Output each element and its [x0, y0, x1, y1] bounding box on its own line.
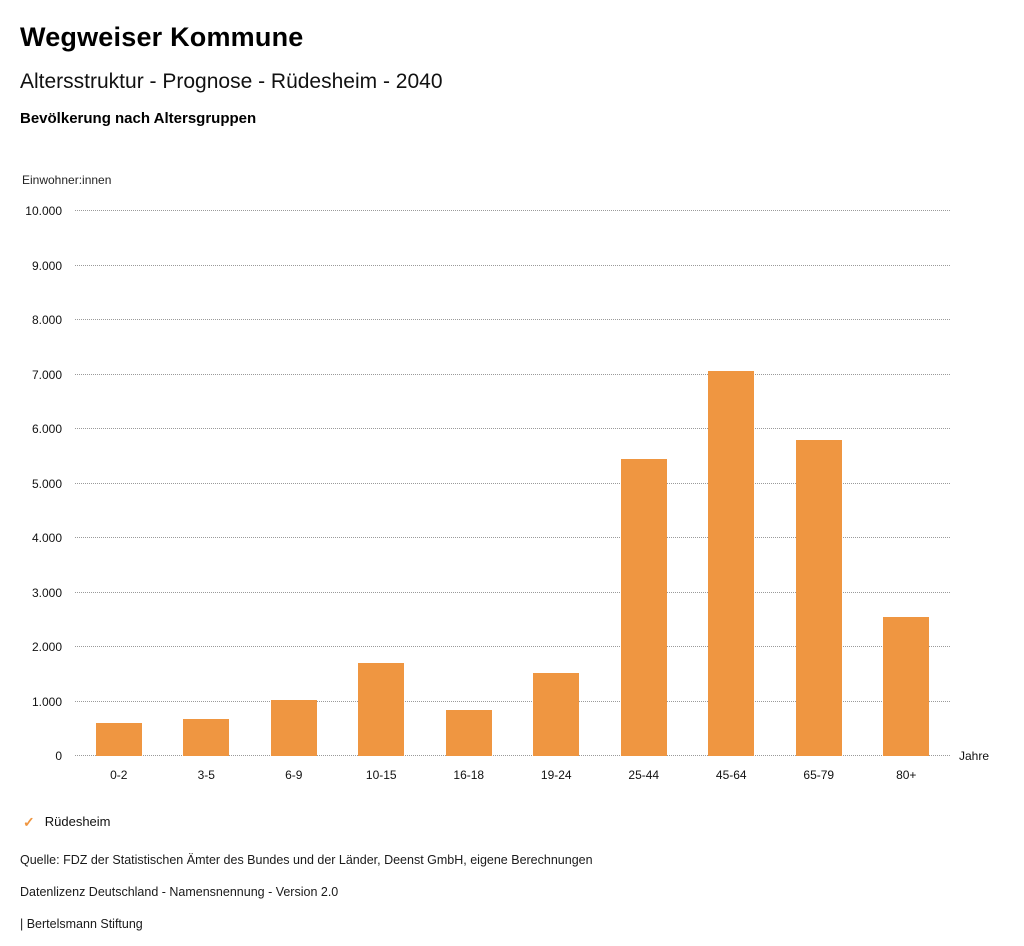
x-axis-labels: 0-2 3-5 6-9 10-15 16-18 19-24 25-44 45-64 65-79 8…: [75, 768, 950, 782]
x-tick-label: 6-9: [285, 768, 303, 782]
gridline: 8.000: [32, 313, 950, 327]
footer: Quelle: FDZ der Statistischen Ämter des …: [20, 853, 1004, 931]
gridline: 1.000: [32, 695, 950, 709]
y-tick-label: 6.000: [31, 422, 62, 436]
bar-slot: [600, 211, 688, 756]
bar-65-79[interactable]: [795, 440, 842, 756]
page-title: Wegweiser Kommune: [20, 22, 304, 52]
gridline: 5.000: [32, 477, 950, 491]
bar-slot: [513, 211, 601, 756]
y-tick-label: 8.000: [31, 313, 62, 327]
y-tick-label: 3.000: [31, 585, 62, 600]
bar-slot: [163, 211, 251, 756]
bar-0-2[interactable]: [95, 723, 142, 756]
plot-area: 0 1.000 2.000 3.000 4.000 5.000 6.000 7.000 8.00…: [25, 204, 989, 763]
bar-slot: [863, 211, 951, 756]
license-line: Datenlizenz Deutschland - Namensnennung …: [20, 885, 339, 899]
gridline: 10.000: [25, 204, 950, 218]
legend-check-icon: ✓: [23, 813, 35, 830]
y-tick-label: 7.000: [31, 367, 62, 382]
bar-slot: [338, 211, 426, 756]
x-tick-label: 65-79: [803, 768, 835, 782]
x-tick-label: 10-15: [365, 768, 397, 782]
x-tick-label: 0-2: [110, 768, 128, 782]
grid-layer: 0 1.000 2.000 3.000 4.000 5.000 6.000 7.000 8.00…: [25, 204, 950, 763]
y-tick-label: 1.000: [31, 694, 62, 709]
bar-6-9[interactable]: [270, 699, 317, 756]
bar-19-24[interactable]: [533, 673, 580, 756]
y-tick-label: 2.000: [31, 640, 62, 654]
y-axis-unit-label: Einwohner:innen: [22, 173, 112, 187]
page-subtitle: Altersstruktur - Prognose - Rüdesheim - …: [20, 70, 443, 93]
publisher-line: | Bertelsmann Stiftung: [20, 917, 143, 931]
bar-16-18[interactable]: [445, 709, 492, 756]
y-tick-label: 0: [55, 749, 62, 763]
bar-3-5[interactable]: [183, 718, 230, 756]
gridline: 3.000: [32, 586, 950, 600]
source-line: Quelle: FDZ der Statistischen Ämter des …: [20, 853, 593, 867]
gridline: 2.000: [32, 640, 950, 654]
bar-10-15[interactable]: [358, 663, 405, 756]
x-tick-label: 80+: [896, 768, 917, 782]
x-tick-label: 19-24: [540, 768, 572, 782]
bar-slot: [425, 211, 513, 756]
y-tick-label: 10.000: [25, 204, 62, 218]
chart-title: Bevölkerung nach Altersgruppen: [20, 110, 257, 127]
bar-slot: [688, 211, 776, 756]
bars-layer: [75, 211, 950, 756]
y-tick-label: 9.000: [31, 258, 62, 273]
x-tick-label: 25-44: [628, 768, 660, 782]
x-tick-label: 45-64: [715, 768, 747, 782]
bar-slot: [250, 211, 338, 756]
bar-25-44[interactable]: [620, 458, 667, 756]
gridline: 4.000: [32, 531, 950, 545]
gridline: 9.000: [32, 259, 950, 273]
legend-item-ruedesheim[interactable]: ✓ Rüdesheim: [23, 814, 111, 829]
bar-45-64[interactable]: [708, 370, 755, 756]
y-tick-label: 5.000: [31, 476, 62, 491]
bar-slot: [775, 211, 863, 756]
gridline: 6.000: [32, 422, 950, 436]
y-tick-label: 4.000: [31, 531, 62, 545]
gridline: 0: [55, 749, 950, 763]
x-tick-label: 16-18: [453, 768, 485, 782]
bar-80+[interactable]: [883, 617, 930, 756]
gridline: 7.000: [32, 368, 950, 382]
x-axis-unit-label: Jahre: [959, 749, 990, 763]
legend-label: Rüdesheim: [44, 814, 111, 829]
bar-slot: [75, 211, 163, 756]
x-tick-label: 3-5: [197, 768, 215, 782]
